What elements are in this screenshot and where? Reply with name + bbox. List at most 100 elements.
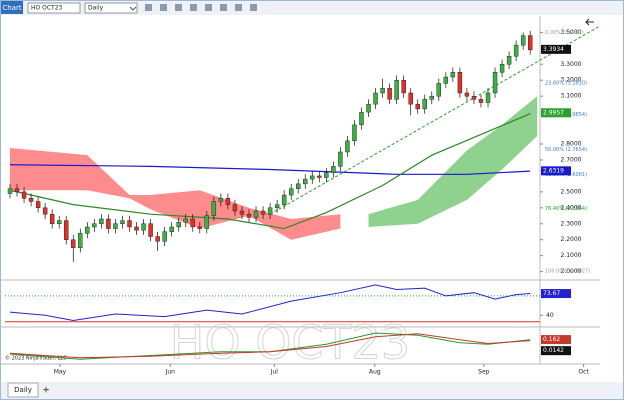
toolbar-icon[interactable] <box>220 4 227 11</box>
price-marker-label: 0.0142 <box>543 347 564 354</box>
y-tick-label: 2.5000 <box>561 188 582 195</box>
toolbar-icon[interactable] <box>190 4 197 11</box>
candle-body <box>450 72 456 78</box>
candle-body <box>317 175 322 178</box>
fib-label: 23.60% (3.1820) <box>545 81 587 87</box>
candle-body <box>218 198 224 202</box>
price-marker-label: 3.3934 <box>543 46 564 53</box>
y-tick-label: 3.2000 <box>561 77 582 84</box>
candle-body <box>471 95 477 100</box>
indicator-line <box>9 284 531 321</box>
candle-body <box>56 220 62 224</box>
y-tick-label: 2.8000 <box>561 141 582 148</box>
price-marker-label: 2.9957 <box>543 109 564 116</box>
candle-body <box>134 226 139 231</box>
fib-label: 76.40% (2.3964) <box>545 206 587 212</box>
toolbar-icon[interactable] <box>175 4 182 11</box>
bottom-tab-label: Daily <box>14 386 32 394</box>
candle-body <box>120 220 125 224</box>
toolbar-icon[interactable] <box>205 4 212 11</box>
candle-body <box>35 201 41 209</box>
candle-body <box>387 87 392 100</box>
fib-label: 0.00% (3.5002) <box>545 30 584 36</box>
candle-body <box>225 198 231 205</box>
add-tab[interactable]: + <box>42 386 50 396</box>
candle-body <box>155 236 160 242</box>
price-marker <box>541 289 571 299</box>
candle-body <box>380 87 385 94</box>
candle-body <box>190 218 195 228</box>
candle-body <box>183 218 188 223</box>
price-marker <box>541 346 571 356</box>
trendline <box>269 25 601 215</box>
watermark: HO OCT23 <box>170 316 410 370</box>
candle-body <box>443 76 449 84</box>
candle-body <box>85 226 90 234</box>
y-tick-label: 3.3000 <box>561 61 582 68</box>
candle-body <box>394 80 399 100</box>
price-marker-label: 73.67 <box>543 290 560 297</box>
candle-body <box>274 204 280 209</box>
candle-body <box>148 223 153 237</box>
candle-body <box>478 99 484 103</box>
candle-body <box>253 210 259 218</box>
candle-body <box>71 239 76 248</box>
fib-label: 50.00% (2.7654) <box>545 147 587 153</box>
candle-body <box>260 210 266 215</box>
candle-body <box>310 175 315 180</box>
x-tick-label: Sep <box>478 369 490 376</box>
price-marker <box>541 44 571 54</box>
candle-body <box>127 220 132 228</box>
chart-tab[interactable] <box>1 1 23 14</box>
candle-body <box>345 140 350 153</box>
candle-body <box>14 188 20 193</box>
x-tick-label: Aug <box>369 369 381 376</box>
candle-body <box>92 223 97 228</box>
candle-body <box>288 188 294 196</box>
indicator-line <box>9 333 531 359</box>
candle-body <box>169 226 174 232</box>
candle-body <box>162 231 167 242</box>
candle-body <box>78 233 83 248</box>
candle-body <box>21 191 27 199</box>
candle-body <box>246 213 252 218</box>
moving-average <box>9 113 531 230</box>
candle-body <box>281 194 287 205</box>
toolbar-icons <box>145 4 257 11</box>
candle-body <box>499 64 505 73</box>
candle-body <box>415 103 420 110</box>
x-tick-label: Jul <box>270 369 279 376</box>
candle-body <box>401 80 406 94</box>
candle-body <box>106 218 111 229</box>
toolbar-icon[interactable] <box>145 4 152 11</box>
bottom-tab[interactable] <box>7 382 39 398</box>
scroll-arrow[interactable] <box>585 18 594 26</box>
candle-body <box>28 198 34 202</box>
candle-body <box>485 92 491 103</box>
candle-body <box>64 220 69 240</box>
toolbar-icon[interactable] <box>250 4 257 11</box>
candle-body <box>492 72 498 94</box>
tab-bar <box>1 382 623 399</box>
candle-body <box>359 111 364 126</box>
y-tick-label: 2.0000 <box>561 268 582 275</box>
x-tick-label: Oct <box>578 369 589 376</box>
toolbar-icon[interactable] <box>235 4 242 11</box>
candle-body <box>204 215 210 229</box>
candle-body <box>7 188 13 194</box>
toolbar-icon[interactable] <box>160 4 167 11</box>
y-tick-label: 40 <box>546 312 554 319</box>
candle-body <box>366 103 371 113</box>
interval-dropdown[interactable] <box>84 2 138 14</box>
candle-body <box>267 207 273 215</box>
candle-body <box>422 99 427 110</box>
instrument-input[interactable] <box>27 2 81 14</box>
candle-body <box>99 218 104 224</box>
x-tick-label: May <box>54 369 67 376</box>
y-tick-label: 3.1000 <box>561 93 582 100</box>
dropdown-arrow <box>129 6 137 11</box>
instrument-label: HO OCT23 <box>31 5 63 12</box>
candle-body <box>296 183 301 189</box>
candle-body <box>373 92 378 105</box>
